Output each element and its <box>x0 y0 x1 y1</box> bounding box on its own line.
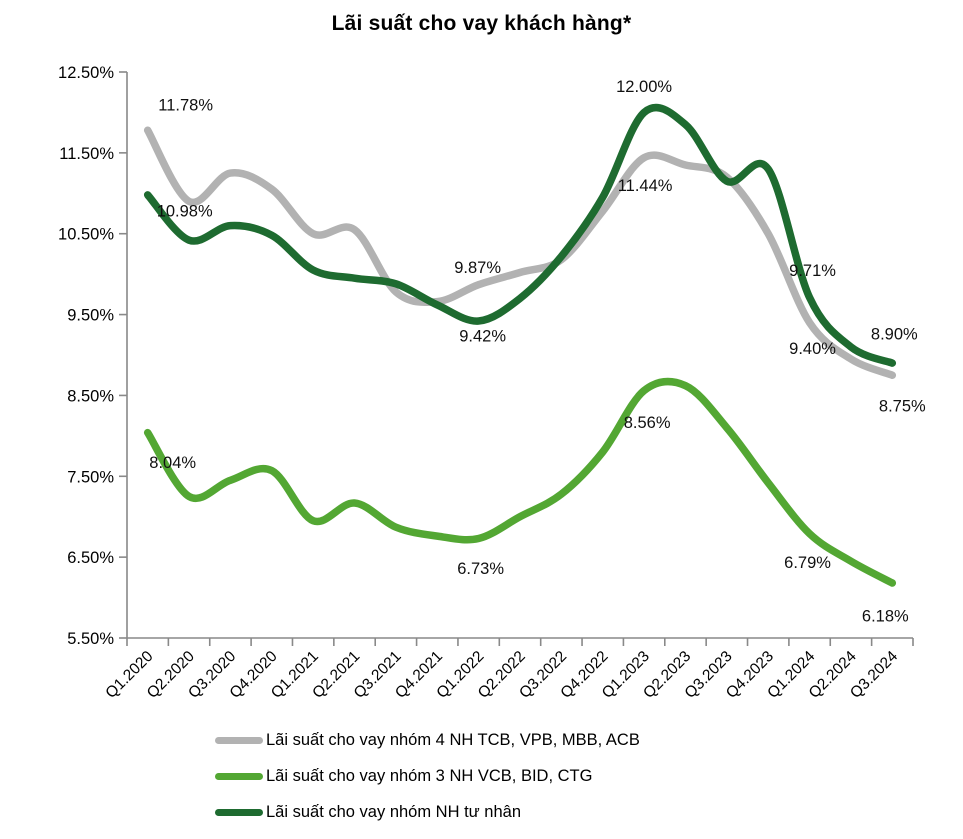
y-tick-label: 7.50% <box>67 468 114 486</box>
legend-item-1: Lãi suất cho vay nhóm 3 NH VCB, BID, CTG <box>215 767 640 786</box>
legend: Lãi suất cho vay nhóm 4 NH TCB, VPB, MBB… <box>215 731 640 822</box>
data-label: 11.44% <box>618 177 673 195</box>
data-label: 6.79% <box>784 554 831 572</box>
data-label: 10.98% <box>157 202 213 220</box>
data-label: 9.71% <box>789 262 836 280</box>
y-tick-label: 6.50% <box>67 549 114 567</box>
data-label: 9.40% <box>789 340 836 358</box>
y-tick-label: 12.50% <box>58 64 114 82</box>
plot-area: 12.50% 11.50% 10.50% 9.50% 8.50% 7.50% 6.50% 5.… <box>58 64 926 702</box>
y-tick-label: 9.50% <box>67 307 114 325</box>
data-label: 8.75% <box>879 398 926 416</box>
legend-item-2: Lãi suất cho vay nhóm NH tư nhân <box>215 803 640 822</box>
legend-label-2: Lãi suất cho vay nhóm NH tư nhân <box>266 803 522 821</box>
data-label: 11.78% <box>158 97 213 115</box>
data-label: 6.73% <box>457 560 504 578</box>
data-label: 9.87% <box>454 259 501 277</box>
data-label: 8.56% <box>624 414 671 432</box>
data-label: 8.90% <box>871 326 918 344</box>
series-line-0 <box>143 126 897 379</box>
y-tick-label: 10.50% <box>58 226 114 244</box>
legend-label-0: Lãi suất cho vay nhóm 4 NH TCB, VPB, MBB… <box>266 731 640 749</box>
legend-swatch-2 <box>215 809 263 816</box>
data-label: 8.04% <box>149 454 196 472</box>
legend-label-1: Lãi suất cho vay nhóm 3 NH VCB, BID, CTG <box>266 767 593 785</box>
data-label: 12.00% <box>616 78 672 96</box>
data-label: 6.18% <box>862 608 909 626</box>
chart-title: Lãi suất cho vay khách hàng* <box>331 12 632 35</box>
series-line-1 <box>143 377 897 587</box>
y-tick-label: 11.50% <box>59 145 114 163</box>
y-tick-label: 5.50% <box>67 630 114 648</box>
data-label: 9.42% <box>459 328 506 346</box>
series-line-2 <box>143 103 897 367</box>
legend-swatch-1 <box>215 773 263 780</box>
legend-item-0: Lãi suất cho vay nhóm 4 NH TCB, VPB, MBB… <box>215 731 640 750</box>
legend-swatch-0 <box>215 737 263 744</box>
y-tick-label: 8.50% <box>67 387 114 405</box>
